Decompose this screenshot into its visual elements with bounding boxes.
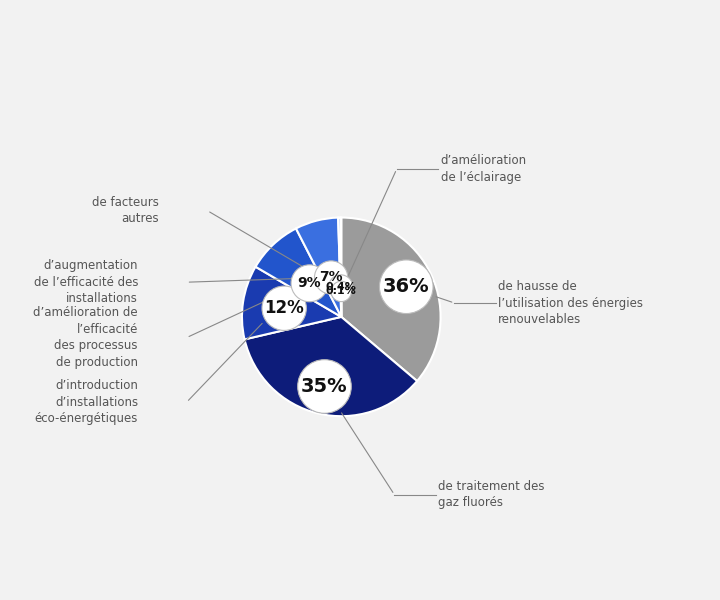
Circle shape <box>262 286 306 331</box>
Text: 12%: 12% <box>264 299 304 317</box>
Wedge shape <box>245 317 417 416</box>
Circle shape <box>329 275 353 299</box>
Text: de facteurs
autres: de facteurs autres <box>92 196 159 226</box>
Text: 9%: 9% <box>297 277 321 290</box>
Text: d’amélioration
de l’éclairage: d’amélioration de l’éclairage <box>441 154 527 184</box>
Circle shape <box>297 359 351 413</box>
Text: d’amélioration de
l’efficacité
des processus
de production: d’amélioration de l’efficacité des proce… <box>33 307 138 369</box>
Wedge shape <box>242 267 341 340</box>
Text: 0.4%: 0.4% <box>325 282 356 292</box>
Text: 36%: 36% <box>383 277 430 296</box>
Circle shape <box>291 265 328 302</box>
Text: 35%: 35% <box>301 377 348 396</box>
Circle shape <box>379 260 433 314</box>
Text: d’augmentation
de l’efficacité des
installations: d’augmentation de l’efficacité des insta… <box>34 259 138 305</box>
Wedge shape <box>341 218 441 381</box>
Wedge shape <box>296 218 341 317</box>
Text: de traitement des
gaz fluorés: de traitement des gaz fluorés <box>438 480 545 509</box>
Text: 7%: 7% <box>319 271 343 284</box>
Text: 0.1%: 0.1% <box>326 286 356 296</box>
Circle shape <box>331 281 351 302</box>
Text: de hausse de
l’utilisation des énergies
renouvelables: de hausse de l’utilisation des énergies … <box>498 280 644 326</box>
Circle shape <box>315 261 348 294</box>
Wedge shape <box>338 218 341 317</box>
Text: d’introduction
d’installations
éco-énergétiques: d’introduction d’installations éco-énerg… <box>35 379 138 425</box>
Wedge shape <box>256 229 341 317</box>
